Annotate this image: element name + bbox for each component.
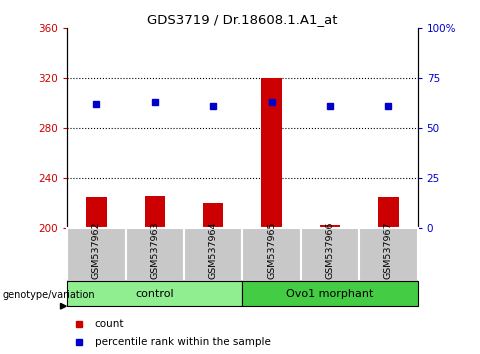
Text: GSM537965: GSM537965: [267, 221, 276, 279]
Bar: [242, 281, 418, 306]
Bar: [86, 197, 107, 228]
Bar: [144, 196, 165, 228]
Text: GSM537963: GSM537963: [150, 221, 159, 279]
Bar: [242, 228, 301, 281]
Bar: [378, 197, 398, 228]
Title: GDS3719 / Dr.18608.1.A1_at: GDS3719 / Dr.18608.1.A1_at: [147, 13, 337, 26]
Bar: [359, 228, 418, 281]
Text: genotype/variation: genotype/variation: [2, 290, 95, 299]
Bar: [67, 228, 126, 281]
Text: Ovo1 morphant: Ovo1 morphant: [286, 289, 374, 299]
Text: GSM537964: GSM537964: [209, 221, 218, 279]
Bar: [184, 228, 242, 281]
Text: GSM537967: GSM537967: [384, 221, 393, 279]
Bar: [203, 203, 223, 228]
Text: GSM537966: GSM537966: [325, 221, 335, 279]
Text: control: control: [135, 289, 174, 299]
Text: GSM537962: GSM537962: [92, 221, 101, 279]
Bar: [67, 281, 242, 306]
Bar: [320, 224, 340, 228]
Bar: [262, 78, 282, 228]
Bar: [126, 228, 184, 281]
Text: count: count: [95, 319, 124, 329]
Bar: [301, 228, 359, 281]
Text: percentile rank within the sample: percentile rank within the sample: [95, 337, 271, 347]
Polygon shape: [60, 303, 66, 309]
